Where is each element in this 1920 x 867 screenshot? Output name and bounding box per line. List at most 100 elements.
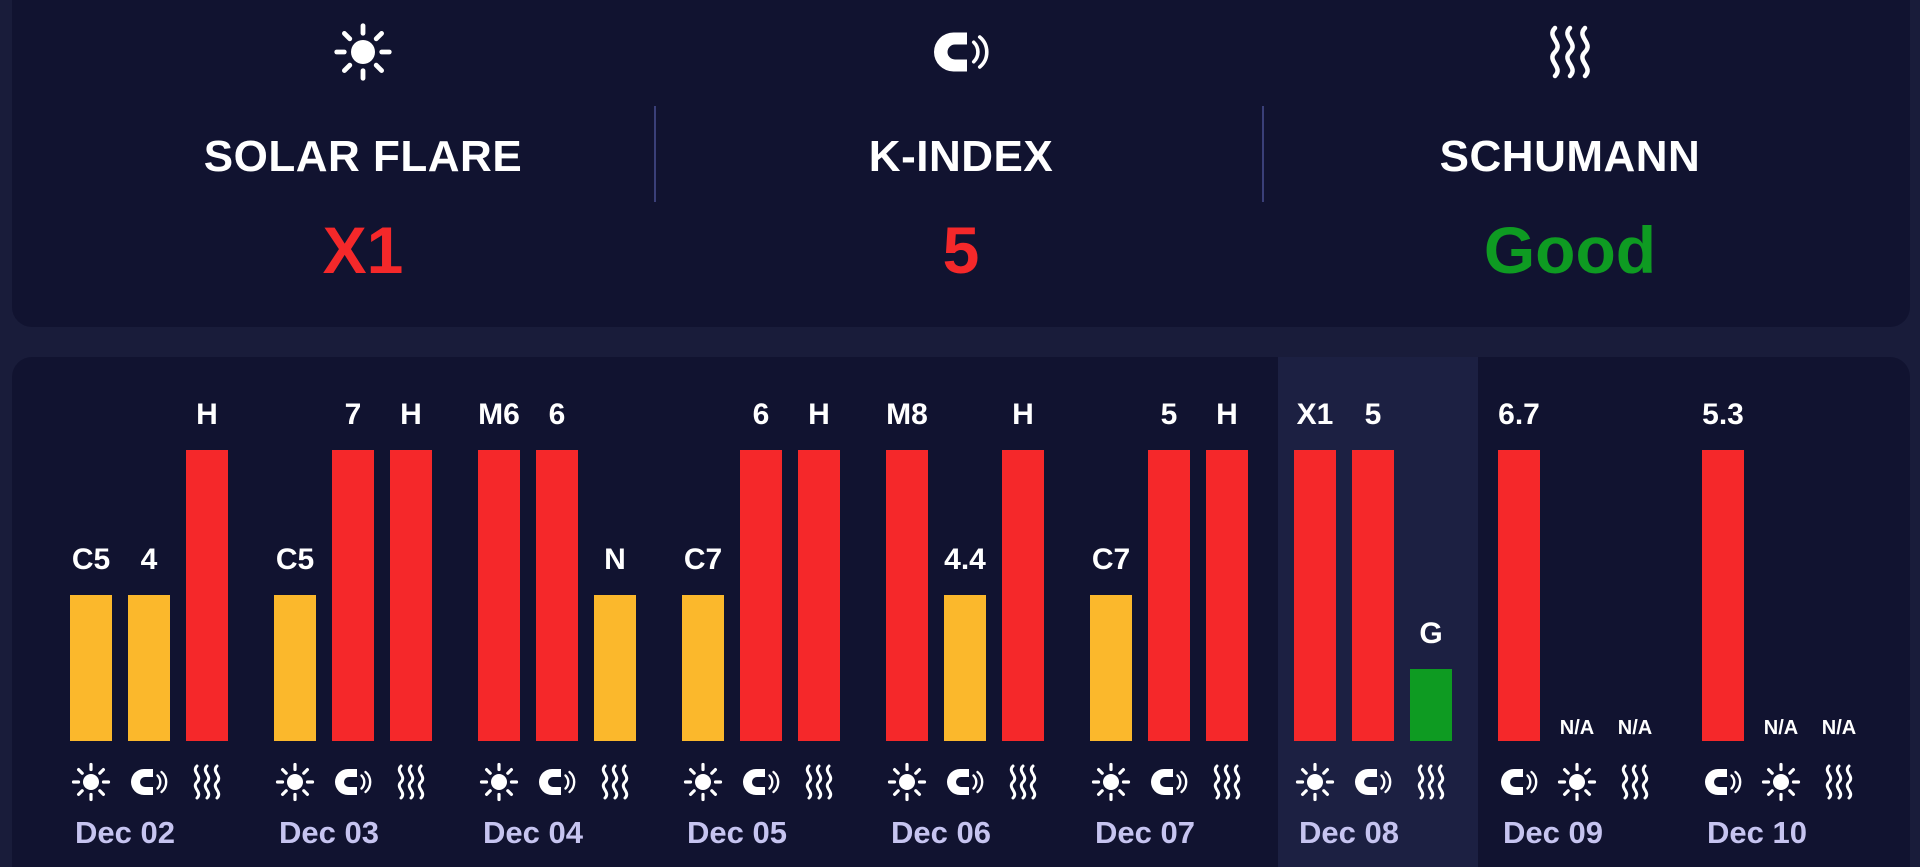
bar-value-label: N (604, 543, 626, 576)
magnet-icon (931, 22, 991, 82)
bar-value-label: C7 (684, 543, 722, 576)
bar-kindex (1702, 450, 1744, 741)
waves-icon (1825, 764, 1853, 800)
bar-schumann (594, 595, 636, 741)
bar-value-label: N/A (1764, 717, 1798, 739)
bar-value-label: 5 (1161, 398, 1178, 431)
waves-icon (193, 764, 221, 800)
sun-icon (333, 22, 393, 82)
sun-icon (479, 762, 519, 802)
bar-value-label: N/A (1618, 717, 1652, 739)
waves-icon (1417, 764, 1445, 800)
magnet-icon (1353, 767, 1392, 797)
forecast-bar-chart: C5 4 H Dec 02 C5 7 H Dec 03 M6 6 N Dec 04 C7 6 H Dec 05… (70, 398, 1856, 850)
bar-value-label: N/A (1822, 717, 1856, 739)
sun-icon (683, 762, 723, 802)
magnet-icon (945, 767, 984, 797)
sun-icon (71, 762, 111, 802)
bar-value-label: C5 (276, 543, 314, 576)
waves-icon (1621, 764, 1649, 800)
solar-flare-label: SOLAR FLARE (203, 132, 523, 181)
day-date-label: Dec 10 (1707, 815, 1807, 850)
bar-kindex (740, 450, 782, 741)
bar-solar (70, 595, 112, 741)
sun-icon (887, 762, 927, 802)
bar-value-label: M6 (478, 398, 520, 431)
bar-value-label: X1 (1297, 398, 1334, 431)
bar-value-label: N/A (1560, 717, 1594, 739)
bar-kindex (128, 595, 170, 741)
day-date-label: Dec 08 (1299, 815, 1399, 850)
k-index-label: K-INDEX (868, 132, 1054, 181)
day-date-label: Dec 05 (687, 815, 787, 850)
sun-icon (1761, 762, 1801, 802)
bar-solar (274, 595, 316, 741)
waves-icon (397, 764, 425, 800)
bar-value-label: 6 (549, 398, 566, 431)
bar-solar (682, 595, 724, 741)
waves-icon (1540, 22, 1600, 82)
solar-flare-value: X1 (322, 213, 404, 287)
bar-value-label: H (1216, 398, 1238, 431)
bar-value-label: C5 (72, 543, 110, 576)
forecast-chart-panel: C5 4 H Dec 02 C5 7 H Dec 03 M6 6 N Dec 04 C7 6 H Dec 05… (12, 357, 1910, 867)
day-date-label: Dec 09 (1503, 815, 1603, 850)
bar-schumann (798, 450, 840, 741)
k-index-value: 5 (942, 213, 980, 287)
day-date-label: Dec 06 (891, 815, 991, 850)
bar-value-label: 5.3 (1702, 398, 1744, 431)
bar-value-label: 6 (753, 398, 770, 431)
bar-value-label: 4.4 (944, 543, 986, 576)
magnet-icon (129, 767, 168, 797)
day-date-label: Dec 02 (75, 815, 175, 850)
bar-value-label: 7 (345, 398, 362, 431)
bar-value-label: H (808, 398, 830, 431)
summary-panel: SOLAR FLARE X1 K-INDEX 5 SCHUMANN Good (12, 0, 1910, 327)
sun-icon (1295, 762, 1335, 802)
magnet-icon (1149, 767, 1188, 797)
bar-kindex (1148, 450, 1190, 741)
bar-value-label: 6.7 (1498, 398, 1540, 431)
bar-kindex (1498, 450, 1540, 741)
bar-value-label: 4 (141, 543, 158, 576)
waves-icon (1213, 764, 1241, 800)
day-date-label: Dec 03 (279, 815, 379, 850)
bar-schumann (1002, 450, 1044, 741)
bar-solar (1294, 450, 1336, 741)
bar-value-label: 5 (1365, 398, 1382, 431)
bar-solar (886, 450, 928, 741)
day-date-label: Dec 04 (483, 815, 584, 850)
bar-kindex (1352, 450, 1394, 741)
schumann-value: Good (1483, 213, 1657, 287)
sun-icon (275, 762, 315, 802)
waves-icon (601, 764, 629, 800)
day-date-label: Dec 07 (1095, 815, 1195, 850)
waves-icon (1009, 764, 1037, 800)
magnet-icon (333, 767, 372, 797)
bar-value-label: G (1419, 617, 1442, 650)
magnet-icon (741, 767, 780, 797)
bar-value-label: H (1012, 398, 1034, 431)
summary-divider (1262, 106, 1264, 202)
sun-icon (1091, 762, 1131, 802)
bar-kindex (944, 595, 986, 741)
magnet-icon (1703, 767, 1742, 797)
bar-solar (478, 450, 520, 741)
bar-schumann (390, 450, 432, 741)
bar-value-label: M8 (886, 398, 928, 431)
summary-divider (654, 106, 656, 202)
bar-solar (1090, 595, 1132, 741)
schumann-label: SCHUMANN (1439, 132, 1701, 181)
bar-schumann (1206, 450, 1248, 741)
magnet-icon (1499, 767, 1538, 797)
waves-icon (805, 764, 833, 800)
sun-icon (1557, 762, 1597, 802)
bar-value-label: H (400, 398, 422, 431)
bar-value-label: H (196, 398, 218, 431)
bar-kindex (536, 450, 578, 741)
bar-value-label: C7 (1092, 543, 1130, 576)
bar-kindex (332, 450, 374, 741)
magnet-icon (537, 767, 576, 797)
bar-schumann (1410, 669, 1452, 741)
bar-schumann (186, 450, 228, 741)
